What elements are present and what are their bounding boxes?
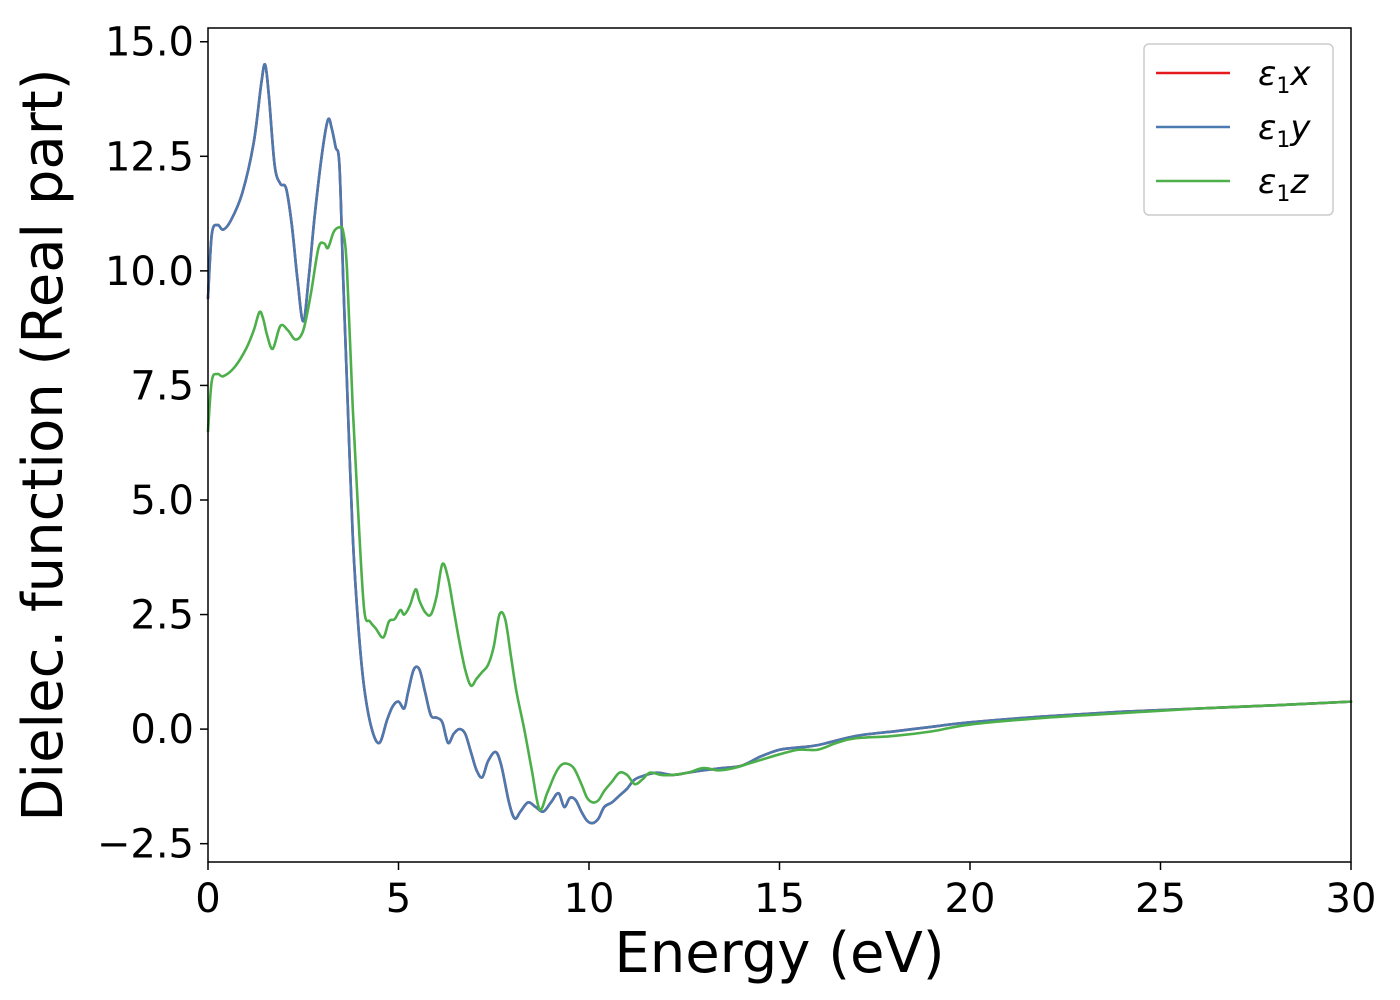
y-tick-label: 7.5	[130, 363, 194, 409]
legend-label-x: ε1x	[1258, 54, 1311, 99]
y-tick-label: −2.5	[97, 822, 194, 868]
legend-frame	[1143, 43, 1334, 216]
x-tick-label: 10	[564, 876, 615, 922]
x-tick-label: 5	[386, 876, 411, 922]
legend: ε1x ε1y ε1z	[1143, 43, 1334, 216]
x-axis-title: Energy (eV)	[614, 921, 944, 986]
y-tick-label: 2.5	[130, 593, 194, 639]
y-tick-label: 0.0	[130, 707, 194, 753]
series-line-y	[206, 62, 1353, 825]
y-tick-label: 10.0	[105, 249, 194, 295]
y-axis-title: Dielec. function (Real part)	[11, 68, 76, 821]
y-tick-label: 15.0	[105, 20, 194, 66]
x-tick-label: 20	[945, 876, 996, 922]
x-axis: 0 5 10 15 20 25 30	[195, 862, 1376, 922]
legend-label-y: ε1y	[1258, 108, 1311, 153]
legend-label-z: ε1z	[1258, 162, 1309, 207]
y-tick-label: 12.5	[105, 134, 194, 180]
x-tick-label: 15	[754, 876, 805, 922]
series-lines	[206, 62, 1353, 825]
series-line-z	[206, 225, 1353, 812]
x-tick-label: 30	[1326, 876, 1377, 922]
x-tick-label: 25	[1135, 876, 1186, 922]
x-tick-label: 0	[195, 876, 220, 922]
y-tick-label: 5.0	[130, 478, 194, 524]
y-axis: −2.5 0.0 2.5 5.0 7.5 10.0 12.5 15.0	[97, 20, 208, 868]
